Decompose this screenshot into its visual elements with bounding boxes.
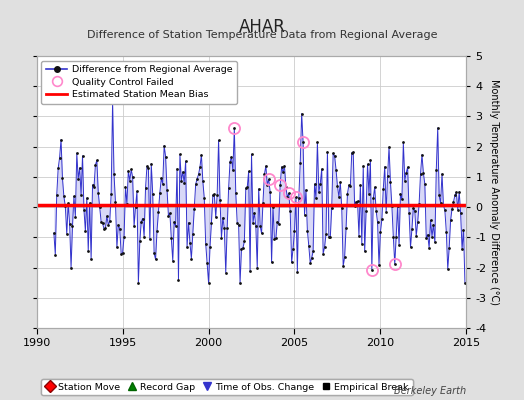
Text: AHAR: AHAR — [238, 18, 286, 36]
Legend: Station Move, Record Gap, Time of Obs. Change, Empirical Break: Station Move, Record Gap, Time of Obs. C… — [41, 379, 412, 395]
Y-axis label: Monthly Temperature Anomaly Difference (°C): Monthly Temperature Anomaly Difference (… — [489, 79, 499, 305]
Text: Berkeley Earth: Berkeley Earth — [394, 386, 466, 396]
Text: Difference of Station Temperature Data from Regional Average: Difference of Station Temperature Data f… — [87, 30, 437, 40]
